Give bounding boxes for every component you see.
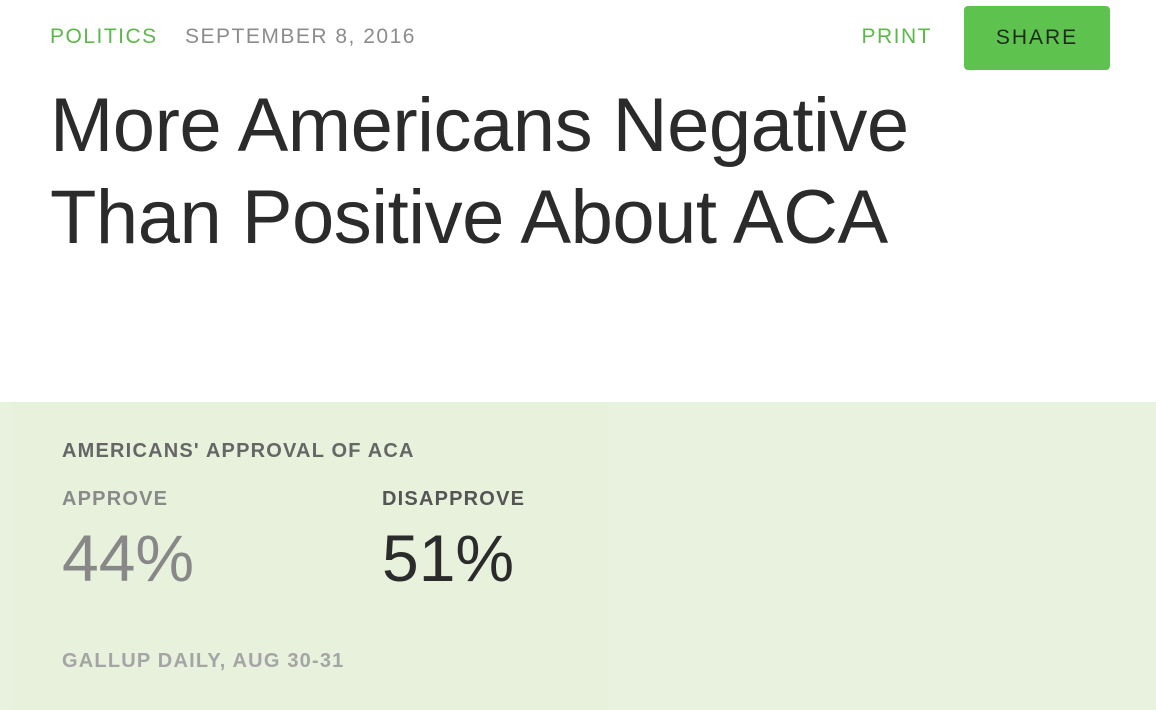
share-button[interactable]: SHARE bbox=[964, 6, 1110, 70]
headline-line-2: Than Positive About ACA bbox=[50, 175, 888, 260]
stat-panel: AMERICANS' APPROVAL OF ACA APPROVE 44% D… bbox=[0, 402, 1156, 710]
stat-title: AMERICANS' APPROVAL OF ACA bbox=[62, 440, 415, 462]
print-link[interactable]: PRINT bbox=[861, 25, 932, 48]
approve-label: APPROVE bbox=[62, 488, 169, 510]
article-meta-bar: POLITICS SEPTEMBER 8, 2016 PRINT SHARE bbox=[50, 6, 1110, 70]
disapprove-stat: DISAPPROVE 51% bbox=[382, 488, 525, 593]
approve-value: 44% bbox=[62, 521, 195, 595]
disapprove-value: 51% bbox=[382, 521, 515, 595]
headline-line-1: More Americans Negative bbox=[50, 83, 909, 168]
approve-stat: APPROVE 44% bbox=[62, 488, 194, 593]
disapprove-label: DISAPPROVE bbox=[382, 488, 526, 510]
category-link[interactable]: POLITICS bbox=[50, 25, 158, 48]
publish-date: SEPTEMBER 8, 2016 bbox=[185, 25, 416, 48]
page-title: More Americans Negative Than Positive Ab… bbox=[50, 80, 1050, 264]
approval-stat-card: AMERICANS' APPROVAL OF ACA APPROVE 44% D… bbox=[12, 402, 608, 710]
stat-source: GALLUP DAILY, AUG 30-31 bbox=[62, 650, 345, 672]
